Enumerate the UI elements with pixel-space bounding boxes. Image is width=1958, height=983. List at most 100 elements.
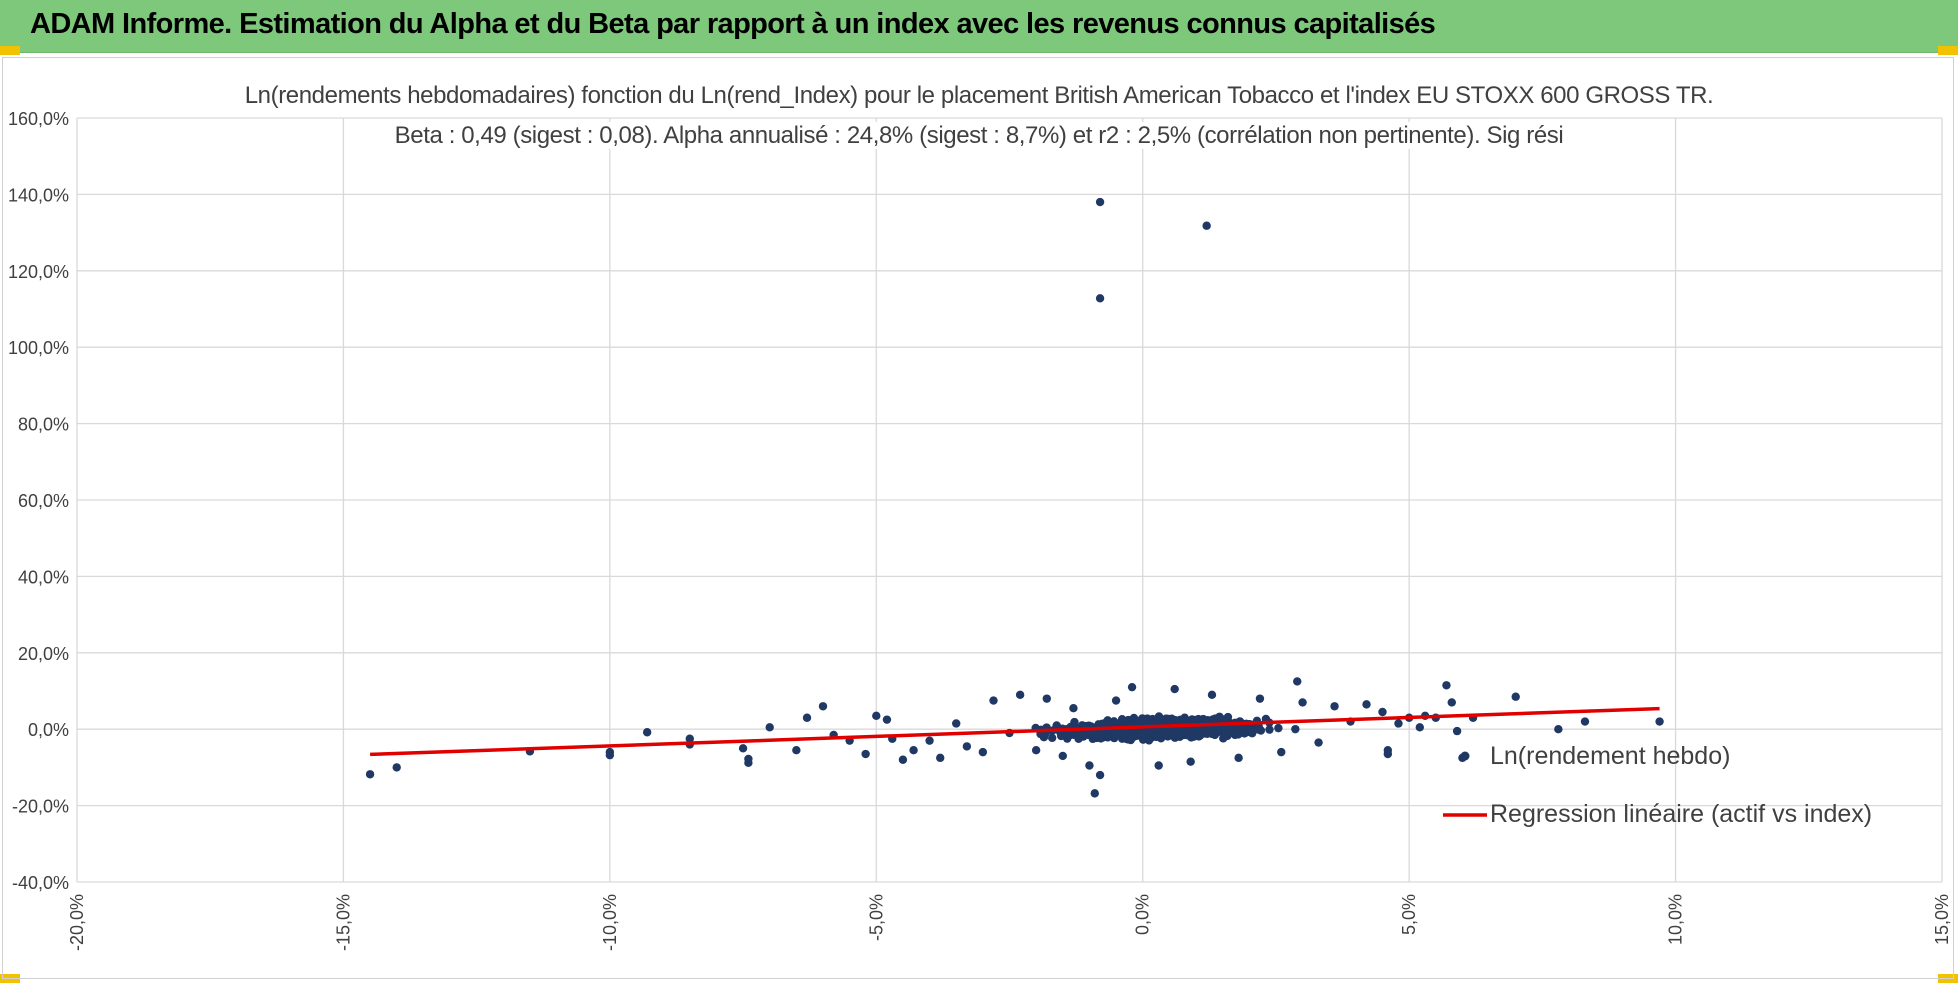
scatter-point: [1255, 694, 1265, 703]
scatter-point: [989, 696, 998, 705]
chart-title-line-2: Beta : 0,49 (sigest : 0,08). Alpha annua…: [388, 122, 1570, 149]
scatter-point: [1293, 677, 1302, 686]
corner-marker-top-right: [1938, 46, 1958, 55]
x-tick-label: 15,0%: [1932, 894, 1952, 945]
scatter-point: [1219, 734, 1228, 743]
y-tick-label: 140,0%: [8, 185, 69, 205]
scatter-points: [365, 197, 1664, 798]
scatter-point: [1015, 690, 1025, 700]
scatter-point: [1298, 698, 1307, 707]
x-tick-label: -5,0%: [866, 894, 886, 941]
scatter-point: [1111, 696, 1121, 705]
y-tick-label: -40,0%: [12, 873, 69, 893]
scatter-point: [1274, 723, 1283, 733]
y-tick-label: 60,0%: [18, 491, 69, 511]
scatter-point: [1234, 753, 1243, 763]
scatter-point: [1452, 726, 1462, 736]
scatter-point: [1070, 717, 1079, 727]
scatter-point: [1314, 738, 1323, 747]
scatter-point: [1042, 694, 1052, 703]
legend-marker-scatter: [1460, 751, 1470, 761]
scatter-point: [365, 770, 375, 779]
scatter-point: [1206, 725, 1216, 734]
corner-marker-top-left: [0, 46, 20, 55]
scatter-point: [1254, 725, 1263, 734]
y-tick-label: 120,0%: [8, 262, 69, 282]
legend-label-scatter: Ln(rendement hebdo): [1490, 742, 1731, 770]
scatter-point: [818, 702, 828, 711]
scatter-point: [1178, 726, 1187, 736]
scatter-point: [685, 734, 694, 743]
chart-title-line-2-row: Beta : 0,49 (sigest : 0,08). Alpha annua…: [0, 122, 1958, 150]
regression-line: [370, 706, 1660, 757]
scatter-point: [1378, 707, 1387, 717]
x-tick-label: 5,0%: [1399, 894, 1419, 935]
scatter-point: [1207, 690, 1217, 700]
x-tick-label: -10,0%: [600, 894, 620, 951]
scatter-point: [1191, 715, 1200, 725]
scatter-point: [1077, 730, 1086, 740]
scatter-point: [1330, 702, 1339, 711]
regression-line-layer: [370, 706, 1660, 757]
scatter-point: [1170, 684, 1179, 694]
y-tick-label: 20,0%: [18, 644, 69, 664]
chart-title-line-1-row: Ln(rendements hebdomadaires) fonction du…: [0, 82, 1958, 110]
scatter-point: [1170, 733, 1180, 742]
chart-title-line-1: Ln(rendements hebdomadaires) fonction du…: [238, 82, 1720, 109]
scatter-point: [1039, 733, 1049, 742]
scatter-point: [1580, 717, 1590, 726]
scatter-point: [802, 713, 812, 722]
scatter-point: [1277, 747, 1286, 757]
y-tick-label: 0,0%: [28, 720, 69, 740]
scatter-point: [1383, 749, 1393, 759]
scatter-point: [1095, 294, 1105, 303]
scatter-point: [1511, 692, 1520, 701]
scatter-point: [1127, 682, 1137, 692]
scatter-point: [738, 744, 748, 753]
title-banner: ADAM Informe. Estimation du Alpha et du …: [0, 0, 1958, 53]
scatter-point: [962, 742, 972, 751]
scatter-point: [1068, 729, 1077, 739]
scatter-point: [1362, 700, 1371, 709]
y-tick-label: 80,0%: [18, 415, 69, 435]
scatter-point: [1202, 221, 1211, 230]
scatter-point: [1186, 757, 1195, 766]
scatter-point: [1265, 725, 1274, 734]
scatter-point: [1447, 698, 1456, 707]
scatter-point: [1090, 789, 1099, 798]
y-tick-label: 160,0%: [8, 109, 69, 129]
scatter-point: [792, 746, 801, 755]
scatter-point: [1554, 725, 1563, 734]
scatter-point: [1186, 733, 1196, 742]
scatter-point: [1655, 717, 1664, 726]
scatter-point: [925, 736, 934, 745]
x-tick-label: 0,0%: [1133, 894, 1153, 935]
x-tick-label: -20,0%: [67, 894, 87, 951]
scatter-point: [861, 749, 870, 759]
scatter-point: [952, 719, 961, 728]
y-tick-label: 100,0%: [8, 338, 69, 358]
scatter-point: [642, 728, 652, 737]
chart-area: [2, 57, 1954, 979]
scatter-point: [1095, 197, 1105, 207]
x-axis-tick-labels: -20,0% -15,0% -10,0% -5,0% 0,0% 5,0% 10,0% 15,0…: [67, 894, 1952, 951]
scatter-point: [936, 753, 945, 763]
scatter-point: [909, 746, 918, 755]
scatter-point: [1058, 751, 1067, 761]
scatter-point: [1154, 712, 1164, 721]
y-tick-label: 40,0%: [18, 567, 69, 587]
scatter-point: [978, 747, 988, 757]
x-tick-label: -15,0%: [333, 894, 353, 951]
scatter-point: [605, 747, 615, 757]
scatter-point: [1031, 746, 1041, 755]
scatter-point: [1213, 724, 1222, 733]
scatter-point: [1247, 729, 1257, 738]
legend-marks: [1443, 751, 1487, 817]
scatter-point: [1085, 761, 1094, 770]
scatter-point: [1154, 761, 1163, 770]
scatter-point: [1069, 703, 1078, 713]
scatter-point: [1047, 733, 1057, 743]
banner-title: ADAM Informe. Estimation du Alpha et du …: [30, 8, 1436, 40]
legend-label-regression: Regression linéaire (actif vs index): [1490, 800, 1873, 828]
